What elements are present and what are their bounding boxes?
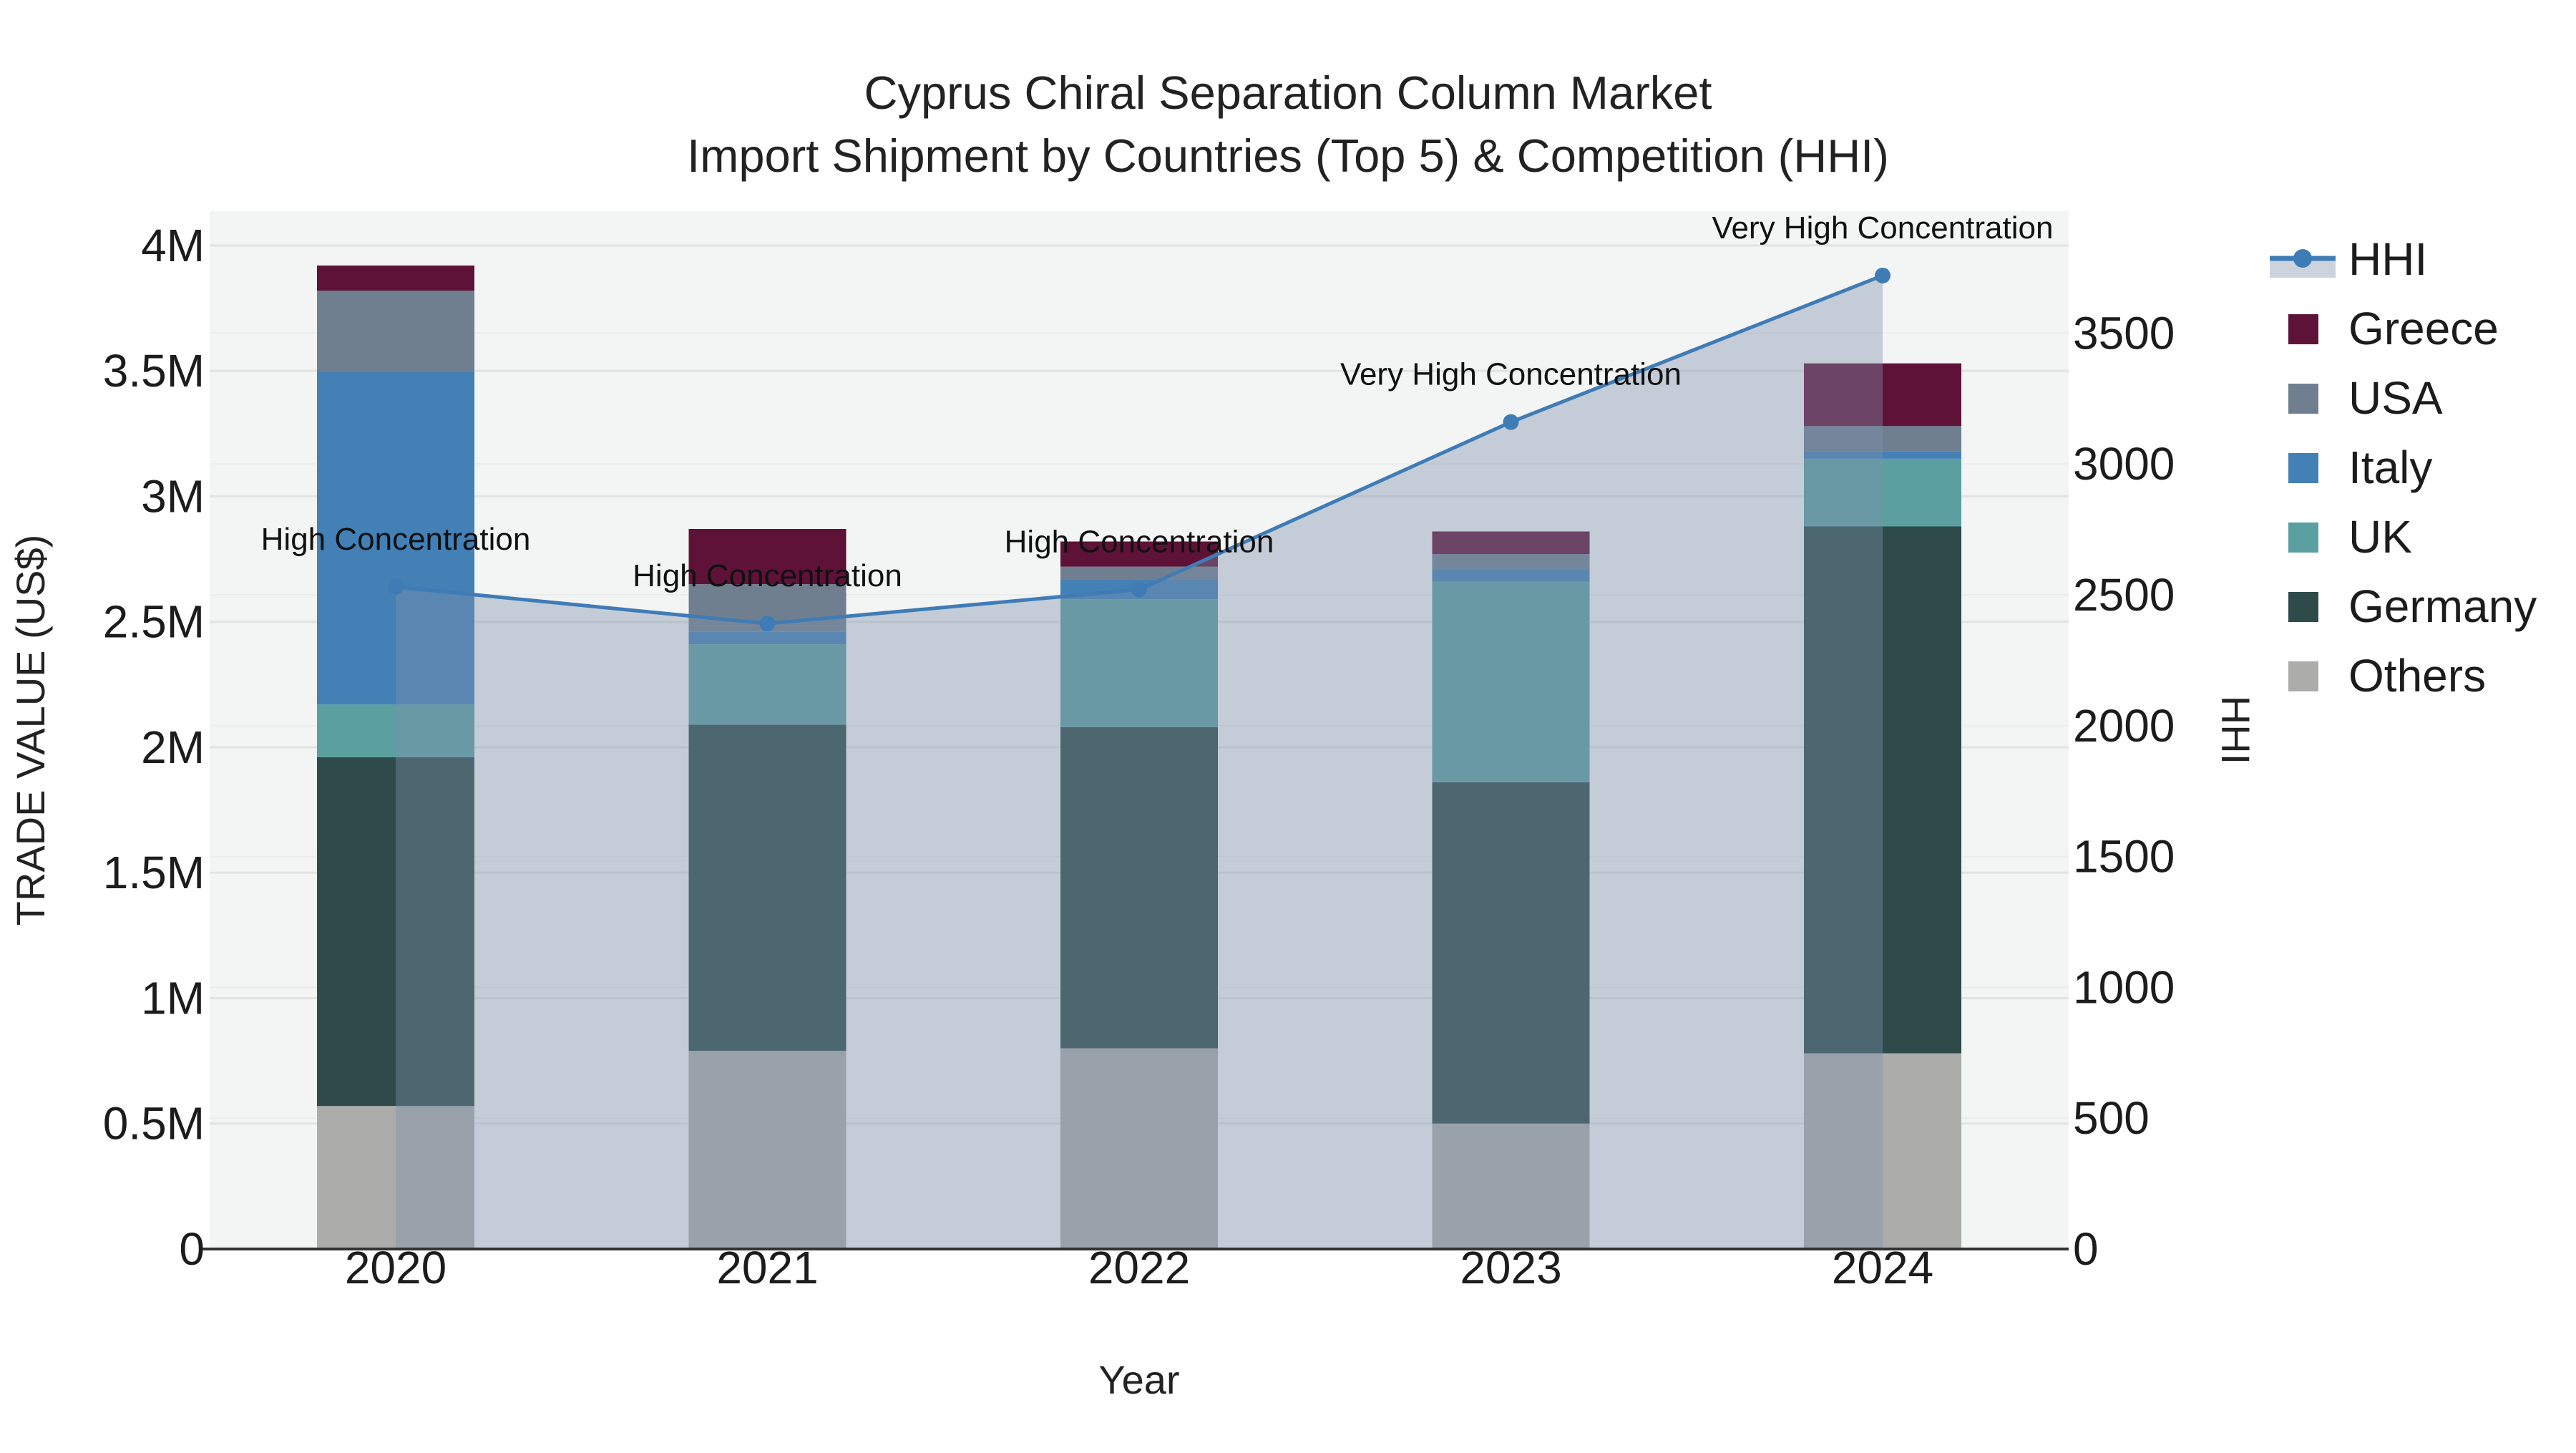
bar-segment-others-2023[interactable]: [1432, 1123, 1590, 1249]
legend-label-others[interactable]: Others: [2348, 650, 2486, 701]
y-right-tick-label: 3500: [2073, 307, 2175, 359]
bar-segment-uk-2022[interactable]: [1060, 599, 1218, 727]
legend-item-italy[interactable]: Italy: [2288, 442, 2432, 493]
y-right-tick-label: 0: [2073, 1223, 2099, 1275]
bar-segment-others-2024[interactable]: [1804, 1053, 1961, 1249]
y-right-tick-label: 2500: [2073, 569, 2175, 621]
legend-label-germany[interactable]: Germany: [2348, 580, 2537, 632]
bar-segment-uk-2021[interactable]: [688, 644, 847, 725]
hhi-marker-2023[interactable]: [1503, 414, 1519, 430]
y-right-axis-title: HHI: [2213, 696, 2258, 764]
y-right-tick-label: 500: [2073, 1092, 2150, 1144]
bar-segment-germany-2021[interactable]: [688, 724, 847, 1051]
y-left-axis-title: TRADE VALUE (US$): [8, 535, 53, 926]
bar-segment-usa-2022[interactable]: [1060, 566, 1218, 580]
y-left-tick-label: 4M: [141, 220, 205, 271]
bar-segment-others-2022[interactable]: [1060, 1048, 1218, 1249]
legend-item-others[interactable]: Others: [2288, 650, 2486, 701]
bar-segment-italy-2024[interactable]: [1804, 451, 1961, 459]
y-right-tick-label: 1500: [2073, 831, 2175, 883]
bar-segment-germany-2020[interactable]: [317, 757, 474, 1107]
bar-segment-greece-2020[interactable]: [317, 265, 474, 291]
bar-segment-greece-2023[interactable]: [1432, 531, 1590, 555]
bar-segment-germany-2022[interactable]: [1060, 726, 1218, 1049]
legend-item-uk[interactable]: UK: [2288, 511, 2412, 563]
y-left-tick-label: 2.5M: [103, 596, 205, 648]
annotation-2020: High Concentration: [261, 522, 531, 557]
chart-title-line1: Cyprus Chiral Separation Column Market: [864, 67, 1712, 119]
legend-swatch-uk: [2288, 523, 2318, 553]
y-left-tick-label: 2M: [141, 721, 205, 773]
y-right-tick-label: 1000: [2073, 961, 2175, 1013]
bar-segment-uk-2024[interactable]: [1804, 458, 1961, 527]
bar-segment-others-2021[interactable]: [688, 1051, 847, 1249]
annotation-2022: High Concentration: [1005, 525, 1274, 560]
bar-segment-italy-2023[interactable]: [1432, 569, 1590, 582]
legend-swatch-germany: [2288, 592, 2318, 622]
annotation-2021: High Concentration: [633, 558, 902, 593]
bar-segment-germany-2023[interactable]: [1432, 782, 1590, 1124]
bar-segment-germany-2024[interactable]: [1804, 526, 1961, 1054]
y-left-tick-label: 3M: [141, 470, 205, 522]
bar-segment-others-2020[interactable]: [317, 1106, 474, 1249]
legend-item-hhi[interactable]: HHI: [2270, 233, 2427, 285]
y-left-tick-label: 0.5M: [103, 1098, 205, 1150]
bar-segment-uk-2020[interactable]: [317, 704, 474, 757]
plot-area-layer: High Concentration High Concentration High…: [103, 210, 2175, 1293]
legend-label-usa[interactable]: USA: [2348, 372, 2443, 424]
annotation-2023: Very High Concentration: [1340, 357, 1682, 392]
bar-segment-usa-2020[interactable]: [317, 291, 474, 371]
y-left-tick-label: 1M: [141, 972, 205, 1024]
legend-label-uk[interactable]: UK: [2348, 511, 2412, 563]
bar-segment-greece-2021[interactable]: [688, 529, 847, 585]
y-right-tick-label: 2000: [2073, 700, 2175, 752]
bar-segment-italy-2020[interactable]: [317, 371, 474, 705]
legend-swatch-greece: [2288, 314, 2318, 344]
y-left-tick-label: 0: [179, 1223, 205, 1275]
hhi-marker-2022[interactable]: [1131, 581, 1147, 598]
legend-label-greece[interactable]: Greece: [2348, 303, 2499, 354]
bar-segment-usa-2023[interactable]: [1432, 554, 1590, 570]
legend-item-germany[interactable]: Germany: [2288, 580, 2537, 632]
legend-label-hhi[interactable]: HHI: [2348, 233, 2427, 285]
legend-swatch-usa: [2288, 384, 2318, 414]
legend-swatch-italy: [2288, 453, 2318, 483]
y-left-tick-label: 1.5M: [103, 847, 205, 898]
y-left-tick-label: 3.5M: [103, 345, 205, 397]
legend-label-italy[interactable]: Italy: [2348, 442, 2432, 493]
bar-segment-greece-2024[interactable]: [1804, 363, 1961, 427]
legend-swatch-others: [2288, 661, 2318, 691]
legend: HHI Greece USA Italy UK Germany Others: [2270, 233, 2537, 701]
y-right-tick-label: 3000: [2073, 438, 2175, 490]
hhi-marker-2020[interactable]: [388, 579, 404, 596]
hhi-marker-2024[interactable]: [1875, 267, 1890, 283]
bar-segment-uk-2023[interactable]: [1432, 581, 1590, 783]
hhi-area: [396, 275, 1883, 1250]
bar-segment-usa-2024[interactable]: [1804, 426, 1961, 452]
annotation-2024: Very High Concentration: [1712, 210, 2054, 246]
bar-segment-italy-2021[interactable]: [688, 631, 847, 645]
hhi-marker-2021[interactable]: [759, 616, 776, 632]
x-axis-title: Year: [1098, 1357, 1179, 1402]
bar-segment-greece-2022[interactable]: [1060, 541, 1218, 567]
legend-item-greece[interactable]: Greece: [2288, 303, 2499, 354]
legend-item-usa[interactable]: USA: [2288, 372, 2443, 424]
chart-title-line2: Import Shipment by Countries (Top 5) & C…: [687, 130, 1889, 182]
legend-hhi-marker: [2293, 249, 2312, 268]
